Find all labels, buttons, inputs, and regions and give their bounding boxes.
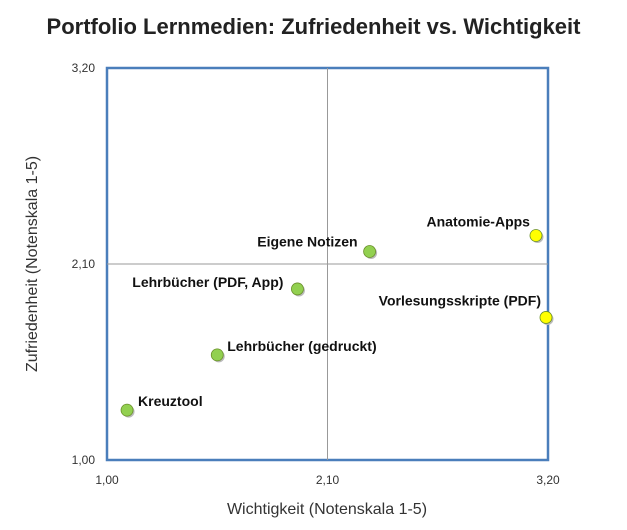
data-point <box>210 348 224 362</box>
y-tick-label: 2,10 <box>72 257 96 271</box>
data-point-label: Anatomie-Apps <box>427 213 531 229</box>
y-axis-label: Zufriedenheit (Notenskala 1-5) <box>24 156 41 372</box>
data-point-label: Vorlesungsskripte (PDF) <box>379 292 541 308</box>
data-point-label: Lehrbücher (gedruckt) <box>227 338 376 354</box>
data-point-label: Kreuztool <box>138 393 203 409</box>
y-tick-label: 3,20 <box>72 61 96 75</box>
chart-title: Portfolio Lernmedien: Zufriedenheit vs. … <box>46 14 581 39</box>
x-tick-label: 2,10 <box>316 473 340 487</box>
data-point-label: Lehrbücher (PDF, App) <box>132 274 283 290</box>
x-tick-label: 1,00 <box>95 473 119 487</box>
x-axis-label: Wichtigkeit (Notenskala 1-5) <box>227 501 427 518</box>
data-point <box>529 229 543 242</box>
data-point <box>120 403 134 417</box>
data-point <box>291 282 304 296</box>
data-point <box>539 311 553 324</box>
data-point <box>363 245 376 258</box>
data-point-label: Eigene Notizen <box>257 234 357 250</box>
x-tick-label: 3,20 <box>536 473 560 487</box>
y-tick-label: 1,00 <box>72 453 96 467</box>
